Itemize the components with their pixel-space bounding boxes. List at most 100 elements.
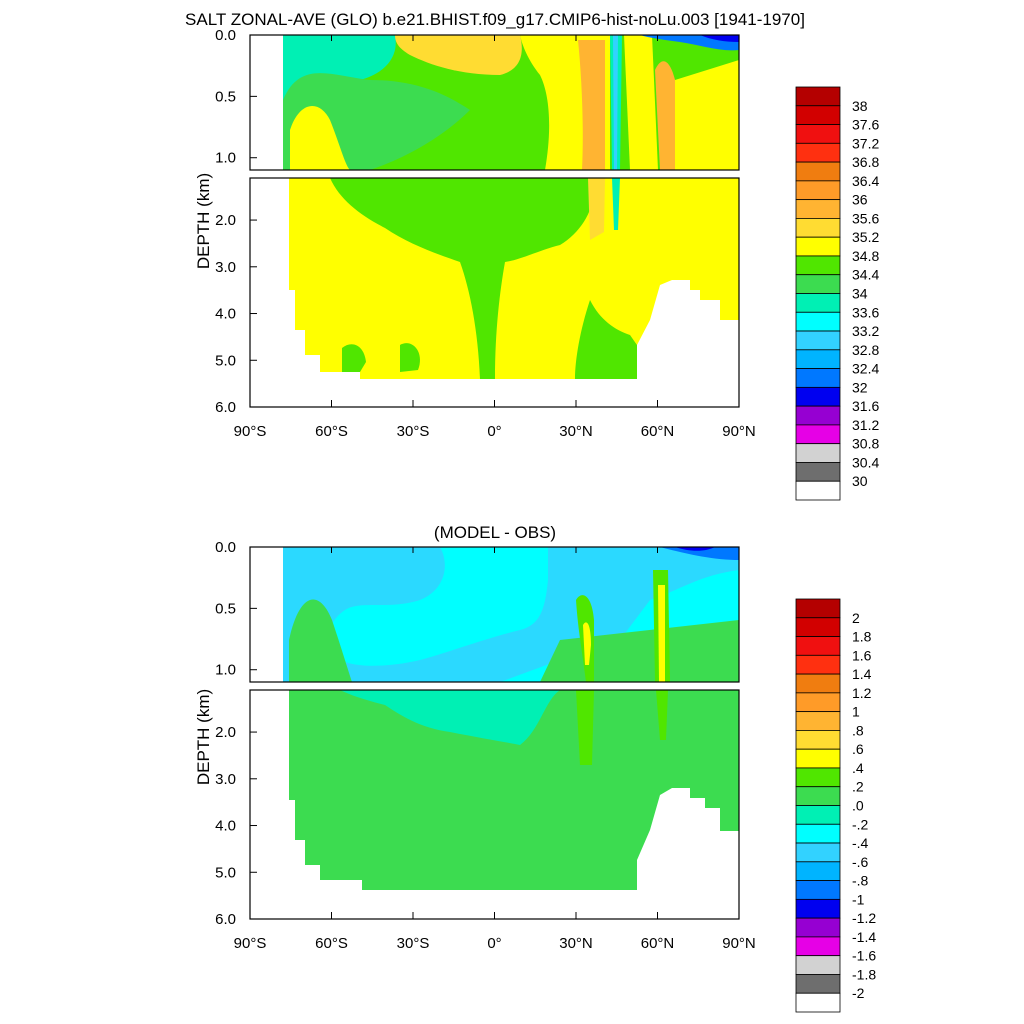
y-tick-label: 3.0 bbox=[215, 771, 236, 788]
colorbar-swatch bbox=[795, 692, 841, 713]
bottom-chart-title: (MODEL - OBS) bbox=[434, 523, 556, 542]
y-tick-label: 4.0 bbox=[215, 306, 236, 323]
colorbar-label: 33.2 bbox=[852, 323, 879, 339]
colorbar-swatch bbox=[795, 880, 841, 900]
bottom-colorbar: 21.81.61.41.21.8.6.4.2.0-.2-.4-.6-.8-1-1… bbox=[795, 598, 876, 1013]
y-tick-label: 1.0 bbox=[215, 662, 236, 679]
colorbar-label: 34.4 bbox=[852, 267, 879, 283]
colorbar-swatch bbox=[795, 330, 841, 351]
x-tick-label: 0° bbox=[487, 935, 501, 952]
y-tick-label: 1.0 bbox=[215, 150, 236, 167]
bottom-upper-yellow-core bbox=[583, 622, 591, 665]
y-tick-label: 4.0 bbox=[215, 818, 236, 835]
bottom-upper-darkblue-surface bbox=[675, 547, 715, 551]
colorbar-label: .0 bbox=[852, 798, 864, 814]
colorbar-swatch bbox=[795, 730, 841, 750]
colorbar-swatch bbox=[795, 636, 841, 656]
colorbar-swatch bbox=[795, 124, 841, 144]
top-upper-section bbox=[249, 34, 740, 171]
colorbar-swatch bbox=[795, 898, 841, 919]
y-tick-label: 0.0 bbox=[215, 539, 236, 556]
bottom-panel: (MODEL - OBS) DEPTH (km) 0.00.51.02.03.0… bbox=[194, 523, 876, 1013]
colorbar-swatch bbox=[795, 462, 841, 482]
x-tick-label: 90°S bbox=[234, 423, 267, 440]
colorbar-swatch bbox=[795, 711, 841, 731]
colorbar-label: .2 bbox=[852, 779, 864, 795]
bottom-lower-cyan-top bbox=[340, 690, 560, 745]
top-ylabel: DEPTH (km) bbox=[194, 173, 213, 269]
colorbar-label: 30.4 bbox=[852, 454, 879, 470]
y-tick-label: 6.0 bbox=[215, 911, 236, 928]
colorbar-swatch bbox=[795, 805, 841, 825]
colorbar-swatch bbox=[795, 105, 841, 125]
colorbar-swatch bbox=[795, 823, 841, 844]
x-tick-label: 90°S bbox=[234, 935, 267, 952]
colorbar-label: 32.8 bbox=[852, 342, 879, 358]
x-tick-label: 0° bbox=[487, 423, 501, 440]
colorbar-label: 37.2 bbox=[852, 135, 879, 151]
colorbar-label: .6 bbox=[852, 741, 864, 757]
colorbar-label: 35.2 bbox=[852, 229, 879, 245]
colorbar-label: -.2 bbox=[852, 816, 869, 832]
y-tick-label: 5.0 bbox=[215, 864, 236, 881]
top-upper-darkblue-surface bbox=[700, 35, 739, 42]
bottom-lower-green-streak2 bbox=[656, 690, 668, 740]
top-lower-green-tongue bbox=[330, 178, 594, 379]
top-upper-lowsal-cyan bbox=[283, 35, 396, 100]
top-lower-left-blob2 bbox=[400, 343, 420, 372]
colorbar-label: 31.6 bbox=[852, 398, 879, 414]
y-tick-label: 2.0 bbox=[215, 724, 236, 741]
colorbar-label: 30 bbox=[852, 473, 868, 489]
y-tick-label: 0.5 bbox=[215, 88, 236, 105]
colorbar-label: 30.8 bbox=[852, 436, 879, 452]
colorbar-label: 1.2 bbox=[852, 685, 872, 701]
colorbar-label: 1.6 bbox=[852, 647, 872, 663]
colorbar-swatch bbox=[795, 236, 841, 257]
colorbar-label: 36 bbox=[852, 192, 868, 208]
x-tick-label: 60°S bbox=[315, 423, 348, 440]
colorbar-label: 38 bbox=[852, 98, 868, 114]
colorbar-swatch bbox=[795, 748, 841, 769]
x-tick-label: 30°S bbox=[397, 423, 430, 440]
top-lower-left-blobs bbox=[342, 344, 366, 372]
colorbar-label: .4 bbox=[852, 760, 864, 776]
y-tick-label: 6.0 bbox=[215, 399, 236, 416]
colorbar-swatch bbox=[795, 917, 841, 938]
x-tick-label: 30°N bbox=[559, 423, 593, 440]
colorbar-swatch bbox=[795, 199, 841, 219]
colorbar-swatch bbox=[795, 255, 841, 276]
colorbar-label: 36.4 bbox=[852, 173, 879, 189]
colorbar-swatch bbox=[795, 311, 841, 332]
x-tick-label: 60°N bbox=[641, 935, 675, 952]
top-lower-orange-col bbox=[588, 178, 605, 240]
top-upper-yellow-far bbox=[675, 60, 739, 170]
colorbar-label: -1.4 bbox=[852, 929, 876, 945]
colorbar-label: 34 bbox=[852, 286, 868, 302]
colorbar-swatch bbox=[795, 861, 841, 881]
colorbar-swatch bbox=[795, 767, 841, 788]
top-upper-blue-strip bbox=[613, 35, 618, 170]
colorbar-label: -.8 bbox=[852, 873, 869, 889]
colorbar-label: 33.6 bbox=[852, 304, 879, 320]
bottom-x-ticks: 90°S 60°S 30°S 0° 30°N 60°N 90°N bbox=[234, 547, 756, 952]
bottom-upper-green-left bbox=[289, 599, 352, 682]
bottom-upper-section bbox=[249, 546, 740, 683]
top-upper-yellow-left bbox=[290, 106, 350, 170]
y-tick-label: 0.5 bbox=[215, 600, 236, 617]
colorbar-label: 35.6 bbox=[852, 210, 879, 226]
top-panel: SALT ZONAL-AVE (GLO) b.e21.BHIST.f09_g17… bbox=[185, 10, 879, 501]
colorbar-swatch bbox=[795, 443, 841, 463]
colorbar-swatch bbox=[795, 936, 841, 957]
bottom-lower-section bbox=[249, 689, 740, 920]
colorbar-swatch bbox=[795, 673, 841, 694]
colorbar-swatch bbox=[795, 786, 841, 806]
colorbar-swatch bbox=[795, 955, 841, 975]
colorbar-label: 1.4 bbox=[852, 666, 872, 682]
colorbar-label: 32.4 bbox=[852, 361, 879, 377]
top-x-ticks: 90°S 60°S 30°S 0° 30°N 60°N 90°N bbox=[234, 35, 756, 440]
x-tick-label: 60°S bbox=[315, 935, 348, 952]
colorbar-swatch bbox=[795, 842, 841, 863]
bottom-lower-green bbox=[289, 690, 739, 890]
colorbar-swatch bbox=[795, 161, 841, 182]
